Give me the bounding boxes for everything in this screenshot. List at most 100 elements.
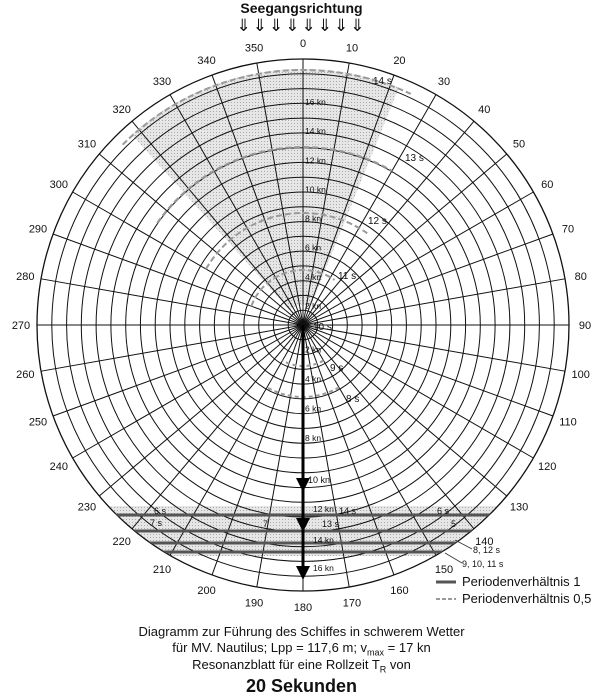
ratio-05-arc: [205, 212, 368, 270]
speed-label-top: 2 kn: [305, 301, 321, 311]
angle-label-200: 200: [197, 585, 215, 597]
roll-period-title: 20 Sekunden: [245, 676, 358, 696]
period-label-b91011: 9, 10, 11 s: [462, 559, 504, 569]
radial-line: [302, 153, 508, 326]
radial-line: [40, 324, 304, 372]
radial-line: [302, 324, 534, 459]
angle-label-160: 160: [390, 585, 408, 597]
angle-label-250: 250: [29, 416, 47, 428]
radial-line: [302, 120, 475, 326]
angle-label-130: 130: [510, 501, 528, 513]
period-label-p12: 12 s: [368, 216, 387, 227]
angle-label-80: 80: [575, 271, 587, 283]
speed-label-bottom: 16 kn: [313, 563, 334, 573]
ratio-05-arc: [250, 269, 336, 307]
period-label-p13: 13 s: [405, 153, 424, 164]
angle-label-110: 110: [559, 416, 577, 428]
radial-line: [169, 94, 304, 326]
caption-line-1: Diagramm zur Führung des Schiffes in sch…: [138, 624, 465, 639]
angle-label-190: 190: [245, 598, 263, 610]
angle-label-300: 300: [50, 179, 68, 191]
radial-line: [72, 324, 304, 459]
speed-label-top: 10 kn: [305, 184, 326, 194]
radial-line: [52, 324, 304, 417]
angle-label-10: 10: [346, 42, 358, 54]
speed-label-bottom: 8 kn: [305, 433, 321, 443]
radial-line: [256, 62, 304, 326]
radial-line: [302, 74, 395, 326]
caption-line-2: für MV. Nautilus; Lpp = 117,6 m; vmax = …: [172, 640, 431, 658]
angle-label-320: 320: [113, 104, 131, 116]
angle-label-280: 280: [16, 271, 34, 283]
angle-label-240: 240: [50, 461, 68, 473]
shaded-region-top: [131, 68, 399, 311]
course-arrowhead-icon: [296, 518, 310, 532]
radial-line: [302, 94, 437, 326]
speed-label-top: 4 kn: [305, 272, 321, 282]
angle-label-170: 170: [343, 598, 361, 610]
course-arrowhead-icon: [296, 478, 310, 492]
radial-line: [302, 324, 475, 530]
speed-label-top: 8 kn: [305, 214, 321, 224]
caption-line-3: Resonanzblatt für eine Rollzeit TR von: [192, 657, 411, 675]
angle-label-330: 330: [153, 76, 171, 88]
sea-direction-arrows-icon: ⇓⇓⇓⇓⇓⇓⇓⇓: [236, 16, 367, 35]
radial-line: [98, 153, 304, 326]
angle-label-260: 260: [16, 369, 34, 381]
period-label-b14: 14 s: [339, 506, 357, 516]
course-arrowhead-icon: [296, 566, 310, 580]
period-label-b6r: 6 s: [437, 506, 450, 516]
angle-label-60: 60: [541, 179, 553, 191]
angle-label-350: 350: [245, 42, 263, 54]
leader-line: [454, 539, 473, 550]
angle-label-230: 230: [78, 501, 96, 513]
radial-line: [302, 324, 566, 372]
speed-label-bottom: 12 kn: [313, 504, 334, 514]
radial-line: [302, 324, 395, 576]
angle-label-70: 70: [562, 224, 574, 236]
angle-label-210: 210: [153, 564, 171, 576]
period-label-b7m: 7: [263, 519, 268, 529]
angle-label-150: 150: [435, 564, 453, 576]
angle-label-180: 180: [294, 602, 312, 614]
speed-label-bottom: 4 kn: [305, 374, 321, 384]
angle-label-30: 30: [438, 76, 450, 88]
radial-line: [302, 324, 437, 556]
period-label-p9: 9 s: [330, 363, 343, 374]
angle-label-290: 290: [29, 224, 47, 236]
period-label-b7l: 7 s: [150, 518, 163, 528]
angle-label-310: 310: [78, 139, 96, 151]
radial-line: [211, 74, 304, 326]
radial-line: [131, 324, 304, 530]
speed-label-bottom: 6 kn: [305, 404, 321, 414]
radial-line: [302, 278, 566, 326]
angle-label-140: 140: [475, 536, 493, 548]
radial-line: [302, 233, 554, 326]
sea-direction-title: Seegangsrichtung: [240, 0, 363, 16]
period-label-b812: 8, 12 s: [473, 545, 501, 555]
leader-line: [444, 552, 463, 564]
legend-ratio-05: Periodenverhältnis 0,5: [462, 591, 592, 606]
period-label-b6l: 6 s: [154, 506, 167, 516]
angle-label-220: 220: [113, 536, 131, 548]
angle-label-40: 40: [478, 104, 490, 116]
radial-line: [302, 324, 508, 497]
radial-line: [72, 191, 304, 326]
radial-line: [169, 324, 304, 556]
angle-label-20: 20: [393, 55, 405, 67]
speed-label-top: 6 kn: [305, 243, 321, 253]
radial-line: [302, 324, 554, 417]
speed-label-bottom: 14 kn: [313, 535, 334, 545]
ratio-05-arc: [156, 146, 393, 224]
radial-line: [40, 278, 304, 326]
radial-line: [52, 233, 304, 326]
speed-label-top: 14 kn: [305, 126, 326, 136]
radial-line: [302, 191, 534, 326]
angle-label-90: 90: [579, 320, 591, 332]
period-label-p11: 11 s: [338, 271, 356, 282]
period-label-b5r: 5: [451, 519, 456, 529]
radial-line: [211, 324, 304, 576]
angle-label-120: 120: [538, 461, 556, 473]
period-label-p10: 10 s: [313, 322, 332, 333]
